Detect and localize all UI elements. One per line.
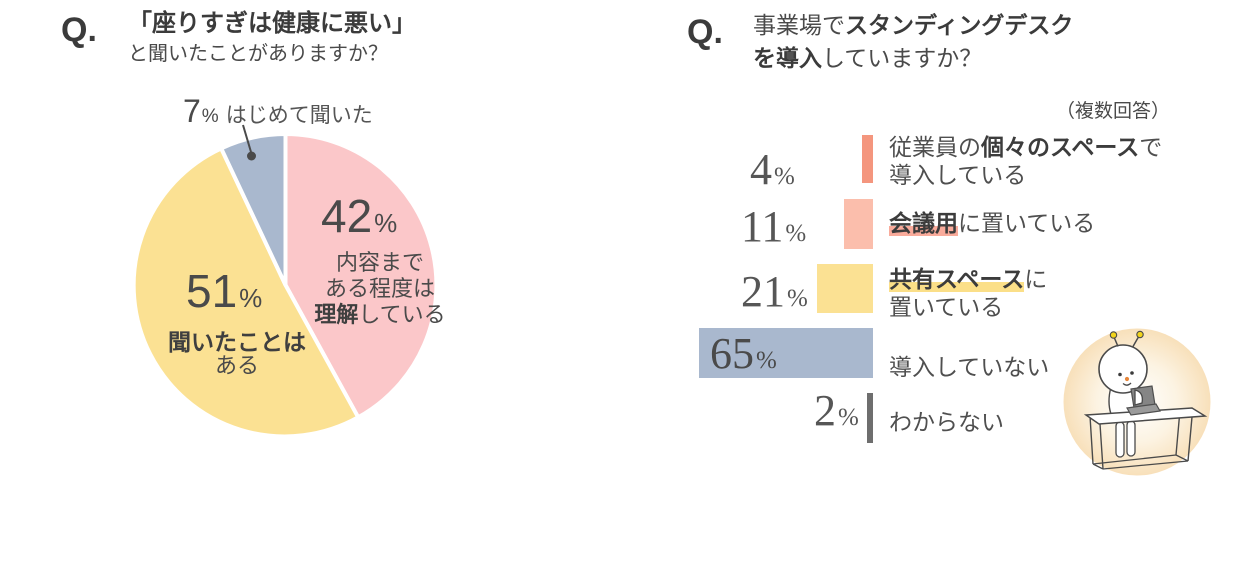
pie-desc-pink-line3: 理解している [298, 302, 462, 328]
pie-value-pink: 42% [321, 193, 397, 239]
right-title: 事業場でスタンディングデスク を導入していますか？ [753, 9, 1073, 75]
pie-value-yellow-unit: % [239, 283, 263, 313]
left-title-line2: と聞いたことがありますか？ [128, 43, 388, 65]
callout-label: はじめて聞いた [225, 104, 373, 127]
pie-desc-pink-line3-rest: している [358, 302, 446, 327]
mascot-arm [1134, 389, 1143, 406]
pie-desc-pink-line3-bold: 理解 [314, 302, 359, 327]
mascot-leg-right [1126, 420, 1136, 457]
right-title-line2: を導入していますか？ [753, 42, 1073, 75]
pie-slice-understand [283, 132, 439, 420]
mascot-antenna-left-tip [1109, 331, 1118, 339]
mascot-antenna-right-tip [1136, 330, 1144, 339]
mascot-eye-right [1130, 371, 1134, 375]
bar-value-individual-space: 4% [750, 145, 795, 194]
callout-dot [247, 151, 256, 161]
bar-label-dont-know: わからない [889, 409, 1004, 435]
white-dash-marker [656, 242, 703, 252]
callout-percent-sign: % [201, 106, 219, 127]
pie-value-pink-unit: % [374, 208, 398, 238]
laptop-base [1126, 403, 1161, 416]
pie-desc-yellow: 聞いたことは ある [155, 330, 319, 378]
pie-desc-yellow-line2: ある [214, 353, 259, 378]
bar-label-not-introduced: 導入していない [889, 354, 1050, 380]
callout-value: 7 [183, 93, 201, 129]
bar-dont-know [867, 393, 873, 443]
pie-callout: 7% はじめて聞いた [183, 93, 373, 130]
desk-legs [1089, 409, 1193, 470]
desk-shelf [1092, 454, 1189, 470]
mascot-mouth [1122, 382, 1132, 386]
bar-label-individual-space: 従業員の個々のスペースで 導入している [889, 134, 1163, 188]
pie-slice-first-time [219, 132, 288, 287]
bar-value-not-introduced: 65% [710, 329, 777, 378]
bar-label-meeting-use: 会議用に置いている [889, 210, 1096, 236]
pie-value-yellow: 51% [186, 268, 262, 314]
bar-individual-space [862, 135, 873, 183]
right-question-mark: Q. [687, 13, 723, 51]
pie-value-pink-number: 42 [321, 190, 373, 242]
left-title-line1: 「座りすぎは健康に悪い」 [128, 10, 416, 37]
bar-value-dont-know: 2% [814, 386, 859, 435]
bar-label-shared-space: 共有スペースに 置いている [889, 266, 1048, 320]
pie-desc-yellow-line1: 聞いたことは [168, 329, 306, 355]
bar-shared-space [817, 264, 873, 313]
mascot-eye-left [1118, 372, 1122, 377]
left-question-mark: Q. [61, 11, 97, 49]
right-title-line2-bold: を導入 [753, 45, 822, 71]
pie-desc-pink: 内容まで ある程度は 理解している [298, 250, 462, 328]
pie-value-yellow-number: 51 [186, 265, 238, 317]
right-title-line1-regular: 事業場で [753, 12, 845, 38]
mascot-nose [1124, 376, 1130, 382]
mascot-head [1098, 344, 1148, 394]
right-title-line1: 事業場でスタンディングデスク [753, 9, 1073, 42]
bar-value-meeting-use: 11% [741, 202, 807, 251]
right-title-line1-bold: スタンディングデスク [845, 12, 1074, 38]
mascot-illustration [1063, 328, 1211, 476]
callout-leader-line [242, 124, 252, 153]
pie-chart [131, 124, 439, 439]
pie-slice-heard [131, 146, 361, 439]
left-title: 「座りすぎは健康に悪い」 と聞いたことがありますか？ [128, 8, 416, 68]
pie-desc-pink-line1: 内容まで [335, 250, 424, 275]
pie-desc-pink-line2: ある程度は [324, 276, 435, 301]
right-title-line2-regular: していますか？ [822, 45, 983, 71]
bar-not-introduced [699, 328, 873, 378]
bar-value-shared-space: 21% [741, 267, 808, 316]
multiple-answers-note: （複数回答） [1055, 101, 1170, 122]
mascot-antenna-left [1113, 336, 1119, 347]
bar-meeting-use [844, 199, 873, 249]
mascot-leg-left [1115, 421, 1125, 458]
mascot-antenna-right [1132, 335, 1140, 347]
